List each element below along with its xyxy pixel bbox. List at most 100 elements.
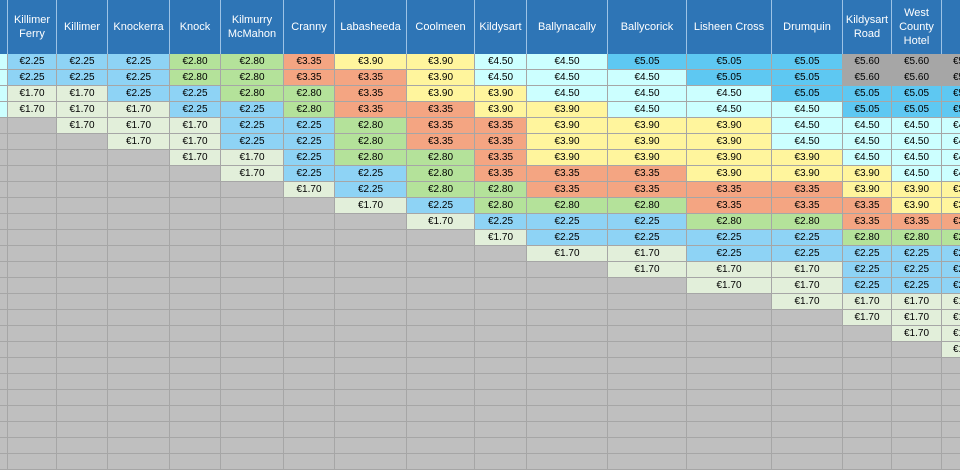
empty-cell[interactable]	[475, 326, 527, 342]
empty-cell[interactable]	[170, 246, 221, 262]
fare-cell[interactable]: €4.50	[527, 70, 608, 86]
empty-cell[interactable]	[687, 454, 772, 470]
empty-cell[interactable]	[284, 358, 335, 374]
fare-cell[interactable]: €3.90	[527, 150, 608, 166]
empty-cell[interactable]	[221, 198, 284, 214]
column-header[interactable]: Kildysart	[475, 0, 527, 54]
fare-cell[interactable]: €2.25	[942, 246, 960, 262]
fare-cell[interactable]: €3.35	[335, 70, 407, 86]
empty-cell[interactable]	[221, 294, 284, 310]
fare-cell[interactable]: €5.05	[892, 86, 942, 102]
empty-cell[interactable]	[57, 198, 108, 214]
fare-cell[interactable]: €2.25	[608, 230, 687, 246]
column-header[interactable]: Kildysart Road	[843, 0, 892, 54]
fare-cell[interactable]: €1.70	[772, 294, 843, 310]
fare-cell[interactable]: €1.70	[608, 246, 687, 262]
fare-cell[interactable]: €3.90	[407, 70, 475, 86]
column-header[interactable]: Cranny	[284, 0, 335, 54]
fare-cell[interactable]: €2.25	[942, 278, 960, 294]
empty-cell[interactable]	[57, 342, 108, 358]
fare-cell[interactable]: €1.70	[942, 294, 960, 310]
empty-cell[interactable]	[335, 230, 407, 246]
empty-cell[interactable]	[108, 278, 170, 294]
fare-cell[interactable]: €2.80	[335, 118, 407, 134]
empty-cell[interactable]	[108, 310, 170, 326]
fare-cell[interactable]: €3.90	[772, 150, 843, 166]
fare-cell[interactable]: €3.90	[608, 118, 687, 134]
fare-cell[interactable]: €2.25	[843, 246, 892, 262]
empty-cell[interactable]	[284, 406, 335, 422]
empty-cell[interactable]	[0, 198, 8, 214]
empty-cell[interactable]	[407, 262, 475, 278]
empty-cell[interactable]	[407, 454, 475, 470]
empty-cell[interactable]	[0, 150, 8, 166]
empty-cell[interactable]	[8, 438, 57, 454]
empty-cell[interactable]	[527, 342, 608, 358]
fare-cell[interactable]: €2.80	[608, 198, 687, 214]
fare-cell[interactable]: €3.35	[475, 150, 527, 166]
empty-cell[interactable]	[221, 342, 284, 358]
fare-cell[interactable]: €2.80	[170, 54, 221, 70]
empty-cell[interactable]	[108, 294, 170, 310]
empty-cell[interactable]	[475, 390, 527, 406]
empty-cell[interactable]	[170, 454, 221, 470]
empty-cell[interactable]	[8, 294, 57, 310]
empty-cell[interactable]	[57, 166, 108, 182]
fare-cell[interactable]: €2.80	[284, 102, 335, 118]
empty-cell[interactable]	[284, 278, 335, 294]
empty-cell[interactable]	[8, 406, 57, 422]
empty-cell[interactable]	[8, 390, 57, 406]
empty-cell[interactable]	[170, 342, 221, 358]
empty-cell[interactable]	[221, 422, 284, 438]
empty-cell[interactable]	[892, 454, 942, 470]
fare-cell[interactable]: €3.90	[475, 86, 527, 102]
fare-cell[interactable]: €1.70	[170, 134, 221, 150]
empty-cell[interactable]	[475, 438, 527, 454]
empty-cell[interactable]	[687, 358, 772, 374]
empty-cell[interactable]	[108, 422, 170, 438]
fare-cell[interactable]: €3.35	[284, 70, 335, 86]
fare-cell[interactable]: €2.80	[170, 70, 221, 86]
fare-cell[interactable]: €2.25	[284, 118, 335, 134]
fare-cell[interactable]: €3.35	[407, 102, 475, 118]
fare-cell[interactable]: €2.25	[108, 70, 170, 86]
empty-cell[interactable]	[108, 438, 170, 454]
empty-cell[interactable]	[8, 198, 57, 214]
empty-cell[interactable]	[0, 438, 8, 454]
empty-cell[interactable]	[892, 406, 942, 422]
fare-cell[interactable]: €3.90	[892, 198, 942, 214]
fare-cell[interactable]: €5.05	[942, 86, 960, 102]
empty-cell[interactable]	[284, 438, 335, 454]
empty-cell[interactable]	[221, 230, 284, 246]
empty-cell[interactable]	[8, 278, 57, 294]
empty-cell[interactable]	[608, 358, 687, 374]
empty-cell[interactable]	[892, 422, 942, 438]
empty-cell[interactable]	[772, 342, 843, 358]
fare-cell[interactable]: €2.25	[8, 70, 57, 86]
empty-cell[interactable]	[608, 294, 687, 310]
fare-cell[interactable]: €4.50	[475, 70, 527, 86]
fare-cell[interactable]: €1.70	[335, 198, 407, 214]
fare-cell[interactable]: €3.90	[892, 182, 942, 198]
empty-cell[interactable]	[335, 422, 407, 438]
empty-cell[interactable]	[284, 326, 335, 342]
empty-cell[interactable]	[108, 262, 170, 278]
empty-cell[interactable]	[335, 262, 407, 278]
empty-cell[interactable]	[335, 438, 407, 454]
empty-cell[interactable]	[407, 374, 475, 390]
empty-cell[interactable]	[772, 406, 843, 422]
fare-cell[interactable]: €2.25	[527, 214, 608, 230]
empty-cell[interactable]	[335, 326, 407, 342]
column-header[interactable]: Knockerra	[108, 0, 170, 54]
fare-cell[interactable]: €2.80	[843, 230, 892, 246]
empty-cell[interactable]	[772, 326, 843, 342]
fare-cell[interactable]: €3.90	[527, 118, 608, 134]
empty-cell[interactable]	[843, 358, 892, 374]
empty-cell[interactable]	[57, 230, 108, 246]
empty-cell[interactable]	[0, 390, 8, 406]
fare-cell[interactable]: €3.35	[608, 166, 687, 182]
fare-cell[interactable]: €5.60	[892, 54, 942, 70]
empty-cell[interactable]	[772, 454, 843, 470]
empty-cell[interactable]	[0, 182, 8, 198]
fare-cell[interactable]: €4.50	[527, 54, 608, 70]
